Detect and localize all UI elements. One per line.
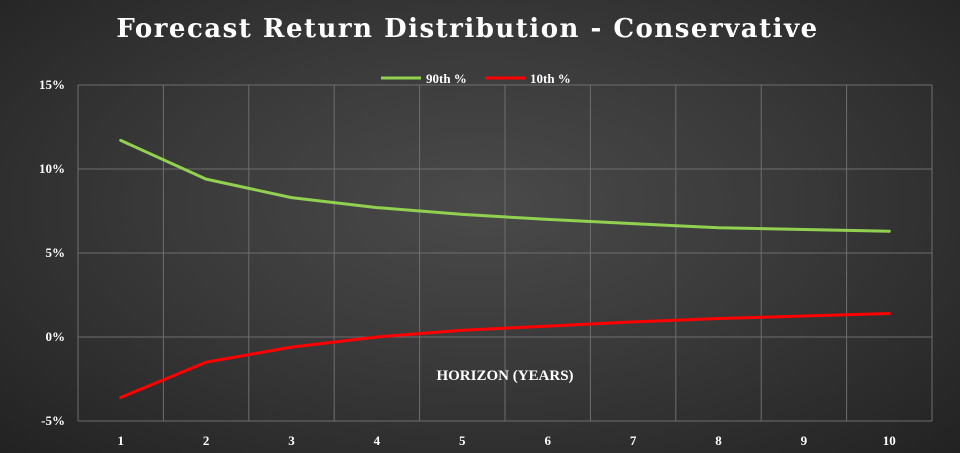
series-line-90th [119,138,891,233]
y-tick-label: 15% [39,77,65,92]
series-line-10th [119,312,891,399]
legend-label: 10th % [530,71,571,86]
x-tick-label: 5 [459,433,466,448]
x-axis-title: HORIZON (YEARS) [436,368,573,384]
y-tick-label: 10% [39,161,65,176]
x-tick-label: 1 [117,433,124,448]
x-tick-label: 9 [801,433,808,448]
x-tick-label: 2 [203,433,210,448]
x-tick-label: 8 [715,433,722,448]
legend-label: 90th % [426,71,467,86]
y-tick-label: 0% [46,329,66,344]
x-tick-label: 4 [374,433,381,448]
y-tick-label: -5% [41,413,65,428]
x-tick-label: 3 [288,433,295,448]
chart-title: Forecast Return Distribution - Conservat… [116,14,819,44]
x-tick-label: 7 [630,433,637,448]
x-tick-label: 6 [544,433,551,448]
y-tick-label: 5% [46,245,66,260]
x-tick-label: 10 [883,433,896,448]
